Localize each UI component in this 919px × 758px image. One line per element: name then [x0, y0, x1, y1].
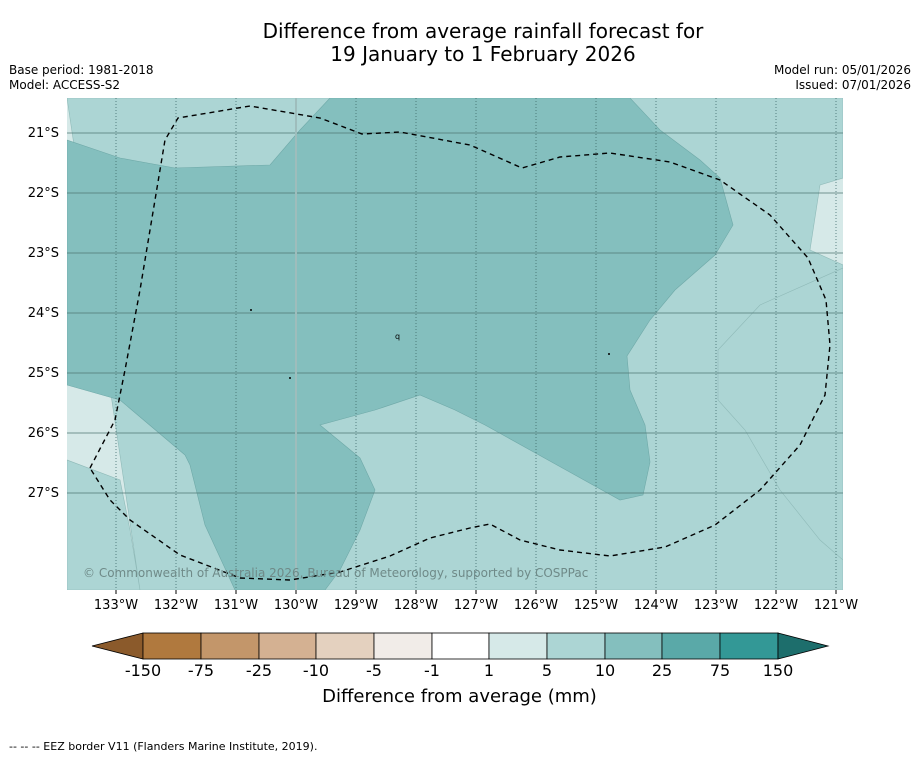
- graticule-lat: [67, 132, 843, 494]
- colorbar-tick: 25: [651, 661, 673, 680]
- copyright-notice: © Commonwealth of Australia 2026, Bureau…: [83, 566, 589, 580]
- colorbar-bin: [488, 632, 548, 660]
- colorbar: [91, 632, 830, 660]
- lon-label: 124°W: [633, 598, 679, 613]
- map-area: q: [67, 98, 843, 590]
- lon-label: 132°W: [153, 598, 199, 613]
- lon-label: 122°W: [753, 598, 799, 613]
- island-label: q: [395, 332, 400, 341]
- lat-label: 25°S: [27, 366, 59, 381]
- model-run: Model run: 05/01/2026: [773, 63, 911, 77]
- issued-date: Issued: 07/01/2026: [795, 78, 911, 92]
- island-dot: [608, 353, 610, 355]
- lon-label: 133°W: [93, 598, 139, 613]
- island-dot: [250, 309, 252, 311]
- colorbar-tick: -10: [302, 661, 330, 680]
- base-period: Base period: 1981-2018: [9, 63, 154, 77]
- lon-label: 130°W: [273, 598, 319, 613]
- metadata-left: Base period: 1981-2018 Model: ACCESS-S2: [9, 63, 154, 93]
- colorbar-bin: [431, 632, 490, 660]
- lon-label: 127°W: [453, 598, 499, 613]
- colorbar-tick: -25: [245, 661, 273, 680]
- lat-label: 24°S: [27, 306, 59, 321]
- lat-label: 21°S: [27, 126, 59, 141]
- colorbar-label: Difference from average (mm): [322, 686, 597, 707]
- colorbar-tick: -75: [187, 661, 215, 680]
- colorbar-tick: 75: [709, 661, 731, 680]
- lon-label: 121°W: [813, 598, 859, 613]
- colorbar-bin: [661, 632, 721, 660]
- colorbar-tick: 10: [594, 661, 616, 680]
- lat-label: 23°S: [27, 246, 59, 261]
- band-10-25: [67, 98, 734, 590]
- colorbar-extend-min: [91, 632, 144, 660]
- chart-title: Difference from average rainfall forecas…: [0, 20, 919, 66]
- eez-footnote: -- -- -- EEZ border V11 (Flanders Marine…: [9, 740, 318, 753]
- model-name: Model: ACCESS-S2: [9, 78, 121, 92]
- colorbar-bin: [258, 632, 317, 660]
- colorbar-tick: -1: [424, 661, 440, 680]
- colorbar-tick: -5: [366, 661, 382, 680]
- lon-label: 129°W: [333, 598, 379, 613]
- lon-label: 126°W: [513, 598, 559, 613]
- colorbar-tick: 150: [762, 661, 794, 680]
- lat-label: 22°S: [27, 186, 59, 201]
- lat-label: 26°S: [27, 426, 59, 441]
- colorbar-tick: 5: [541, 661, 553, 680]
- colorbar-bin: [373, 632, 433, 660]
- lon-label: 128°W: [393, 598, 439, 613]
- lon-label: 125°W: [573, 598, 619, 613]
- colorbar-bin: [719, 632, 779, 660]
- colorbar-bin: [142, 632, 202, 660]
- lon-ticks: [115, 590, 837, 594]
- lat-label: 27°S: [27, 486, 59, 501]
- lon-label: 123°W: [693, 598, 739, 613]
- lon-label: 131°W: [213, 598, 259, 613]
- colorbar-bin: [604, 632, 663, 660]
- eez-border: [89, 105, 831, 581]
- title-line-2: 19 January to 1 February 2026: [330, 42, 636, 66]
- colorbar-extend-max: [777, 632, 830, 660]
- colorbar-bin: [315, 632, 375, 660]
- colorbar-tick: 1: [483, 661, 495, 680]
- colorbar-tick: -150: [124, 661, 162, 680]
- island-dot: [289, 377, 291, 379]
- colorbar-bin: [546, 632, 606, 660]
- colorbar-bin: [200, 632, 260, 660]
- metadata-right: Model run: 05/01/2026 Issued: 07/01/2026: [774, 63, 911, 93]
- title-line-1: Difference from average rainfall forecas…: [262, 19, 704, 43]
